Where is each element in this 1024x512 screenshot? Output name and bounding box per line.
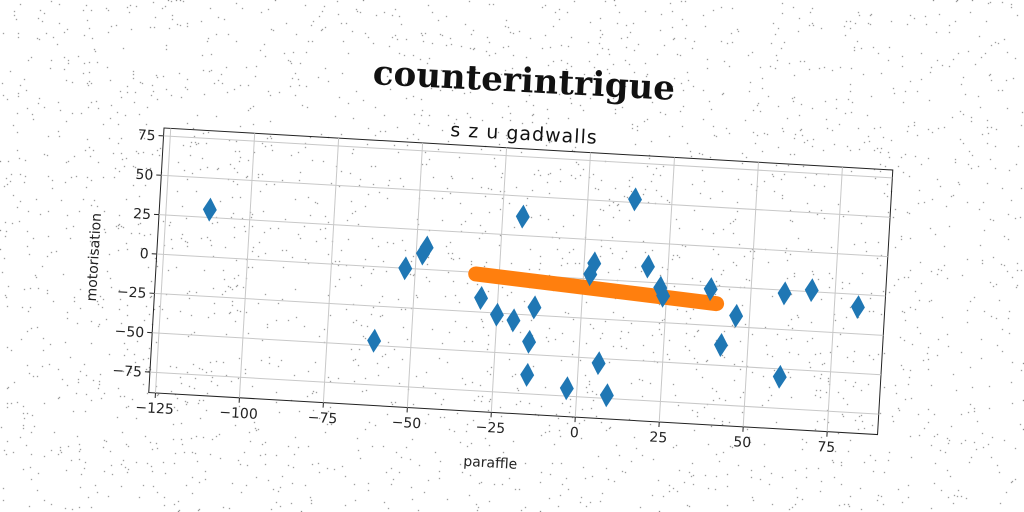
scatter-point — [599, 383, 614, 408]
y-tick-label: 0 — [139, 246, 149, 262]
series-line — [475, 274, 718, 304]
scatter-point — [640, 254, 655, 279]
y-tick-label: 50 — [135, 167, 154, 184]
scatter-point — [515, 204, 530, 229]
chart-subtitle: s z u gadwalls — [450, 119, 598, 149]
x-tick-label: −125 — [135, 400, 174, 418]
y-tick-label: −75 — [112, 363, 142, 381]
x-tick-label: −75 — [307, 410, 337, 428]
x-tick-label: 0 — [569, 425, 579, 441]
scatter-point — [519, 362, 534, 387]
scatter-point — [804, 278, 819, 303]
plot-area: −125 −100 −75 −50 −25 0 25 50 75 −75 −50 −25 0 25 50 75… — [75, 124, 892, 494]
scatter-point — [850, 295, 865, 320]
x-gridline — [827, 167, 842, 432]
y-axis-label: motorisation — [84, 213, 105, 302]
y-tick-label: 75 — [137, 127, 156, 144]
y-gridline — [150, 372, 879, 414]
scatter-point — [777, 281, 792, 306]
x-gridline — [323, 138, 338, 403]
scatter-point — [489, 302, 504, 327]
x-tick-label: 75 — [817, 439, 836, 456]
scatter-point — [506, 308, 521, 333]
scatter-point — [627, 187, 642, 212]
y-tick-label: −50 — [114, 324, 144, 342]
scatter-point — [398, 256, 413, 281]
x-axis-label: paraffle — [463, 454, 518, 473]
scatter-point — [473, 286, 488, 311]
y-gridline — [152, 333, 881, 375]
x-tick-label: −50 — [391, 415, 421, 433]
y-tick-label: −25 — [116, 284, 146, 302]
chart-title: counterintrigue — [372, 53, 676, 109]
x-gridline — [743, 162, 758, 427]
marks — [193, 163, 871, 422]
x-gridline — [155, 128, 170, 393]
scatter-point — [521, 329, 536, 354]
x-gridline — [407, 143, 422, 408]
scatter-point — [728, 303, 743, 328]
x-tick-label: −100 — [219, 405, 258, 423]
y-gridline — [154, 293, 883, 335]
y-tick-label: 25 — [133, 206, 152, 223]
x-gridline — [239, 133, 254, 398]
scatter-point — [591, 351, 606, 376]
x-tick-label: 25 — [649, 429, 668, 446]
x-tick-label: −25 — [475, 419, 505, 437]
scatter-point — [713, 333, 728, 358]
scatter-point — [366, 328, 381, 353]
x-tick-label: 50 — [733, 434, 752, 451]
